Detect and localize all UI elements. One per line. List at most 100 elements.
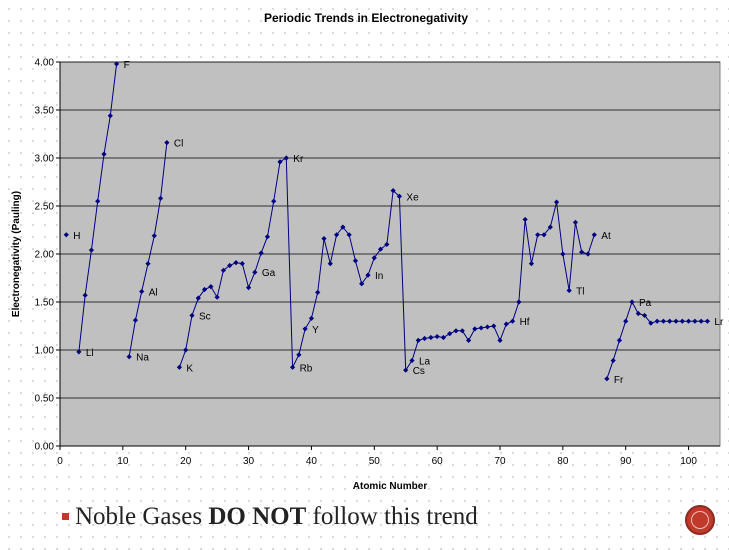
data-point (88, 247, 95, 253)
y-axis-ticks: 0.00 0.50 1.00 1.50 2.00 2.50 3.00 3.50 4.00 (35, 58, 61, 453)
data-point (113, 61, 120, 67)
data-points (63, 61, 711, 382)
data-point (377, 246, 384, 252)
data-point (82, 292, 88, 298)
data-point (183, 347, 189, 353)
x-axis-ticks: 0 10 20 30 40 50 60 70 80 90 100 (57, 445, 720, 467)
data-point (283, 155, 289, 161)
data-point (277, 159, 283, 165)
data-point (421, 335, 428, 342)
data-point (541, 232, 547, 238)
data-point (289, 364, 296, 370)
data-point (384, 241, 390, 247)
data-point (704, 318, 711, 324)
x-axis-label: Atomic Number (353, 481, 428, 492)
element-label: Cl (174, 139, 183, 150)
data-point (503, 321, 509, 327)
data-point (484, 324, 491, 330)
element-label: Rb (300, 363, 313, 374)
data-point (157, 195, 164, 201)
data-point (698, 318, 704, 324)
data-point (560, 251, 566, 257)
data-point (465, 337, 472, 343)
data-point (201, 286, 208, 293)
data-point (95, 198, 101, 204)
data-point (327, 261, 333, 267)
y-tick-label: 4.00 (35, 58, 55, 69)
y-tick-label: 2.00 (35, 250, 55, 261)
data-point (346, 232, 352, 238)
element-label: Sc (199, 311, 211, 322)
data-point (591, 232, 597, 238)
data-point (132, 317, 139, 323)
data-point (371, 255, 377, 261)
data-point (610, 357, 616, 364)
data-point (359, 281, 365, 287)
element-label: Pa (639, 298, 652, 309)
y-tick-label: 0.00 (35, 442, 55, 453)
data-point (321, 236, 327, 242)
x-tick-label: 100 (680, 456, 697, 467)
data-point (220, 267, 227, 273)
gridlines (60, 61, 720, 399)
data-point (440, 334, 447, 341)
element-label: Y (312, 325, 319, 336)
data-point (365, 272, 371, 278)
y-axis-label: Electronegativity (Pauling) (11, 191, 22, 317)
data-point (239, 261, 245, 267)
y-tick-label: 3.50 (35, 106, 55, 117)
data-point (101, 151, 107, 157)
element-label: At (601, 231, 611, 242)
data-point (302, 326, 308, 332)
element-label: Lr (714, 317, 724, 328)
data-point (629, 299, 635, 305)
data-point (164, 140, 170, 146)
data-point (208, 284, 214, 290)
data-point (616, 337, 623, 343)
data-point (434, 333, 440, 340)
data-point (214, 294, 220, 300)
data-point (264, 234, 271, 240)
data-point (396, 193, 403, 199)
data-point (403, 367, 409, 373)
y-tick-label: 1.00 (35, 346, 55, 357)
data-point (509, 318, 516, 324)
x-tick-label: 80 (557, 456, 569, 467)
data-point (685, 318, 692, 324)
data-point (553, 199, 560, 205)
data-point (641, 312, 648, 319)
data-point (604, 376, 610, 382)
data-point (579, 249, 585, 255)
slide-nav-circle-button[interactable] (685, 505, 715, 535)
data-point (585, 251, 591, 257)
data-point (472, 326, 478, 332)
data-point (535, 232, 541, 238)
data-point (107, 113, 113, 119)
element-label: Tl (576, 286, 584, 297)
element-label: La (419, 357, 431, 368)
x-tick-label: 40 (306, 456, 318, 467)
data-point (227, 262, 233, 269)
element-label: Hf (520, 317, 530, 328)
data-point (333, 232, 340, 238)
data-point (635, 310, 641, 317)
data-point (459, 328, 465, 334)
chart-title: Periodic Trends in Electronegativity (264, 11, 468, 25)
y-tick-label: 3.00 (35, 154, 55, 165)
data-point (522, 216, 528, 223)
data-point (409, 357, 415, 364)
data-point (547, 224, 553, 230)
x-tick-label: 0 (57, 456, 63, 467)
data-point (660, 318, 667, 324)
element-label: Na (136, 353, 149, 364)
x-tick-label: 30 (243, 456, 255, 467)
data-point (415, 337, 421, 343)
data-point (648, 320, 654, 326)
data-point (189, 312, 195, 319)
bullet-tail-text: follow this trend (312, 503, 478, 530)
x-tick-label: 10 (117, 456, 129, 467)
y-tick-label: 2.50 (35, 202, 55, 213)
element-label: In (375, 271, 383, 282)
data-point (566, 287, 572, 294)
